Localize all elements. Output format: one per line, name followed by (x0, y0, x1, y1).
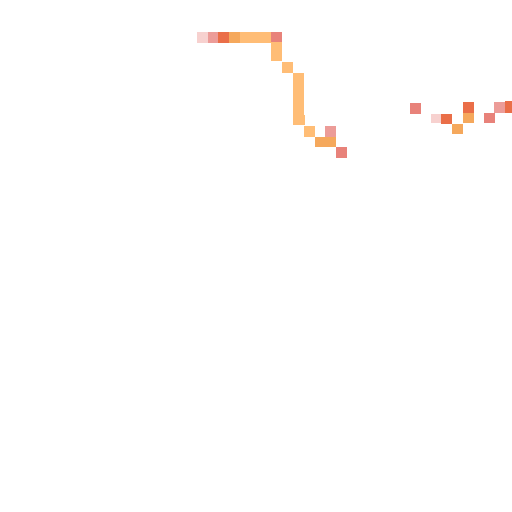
heat-cell (271, 32, 282, 43)
heat-cell (463, 102, 474, 113)
heat-cell (293, 73, 304, 117)
heat-cell (441, 114, 452, 124)
heat-cell (197, 32, 208, 43)
heat-cell (494, 102, 505, 113)
heat-cell (218, 32, 229, 43)
heat-cell (315, 137, 326, 147)
heat-cell (505, 101, 512, 113)
heat-cell (271, 52, 282, 61)
heat-cell (240, 32, 272, 43)
heat-cell (325, 137, 336, 147)
heat-cell (282, 62, 293, 73)
heat-cell (452, 124, 463, 134)
heat-cell (304, 126, 315, 137)
heat-cell (208, 32, 219, 43)
heat-cell (271, 42, 282, 53)
heat-cell (484, 113, 495, 123)
heat-cell (410, 103, 421, 114)
heat-cell (229, 32, 240, 43)
heat-cell (336, 147, 347, 158)
heat-cell (325, 126, 336, 137)
heat-cell (463, 113, 474, 123)
heat-cell (293, 115, 305, 125)
heat-cell (431, 114, 442, 123)
